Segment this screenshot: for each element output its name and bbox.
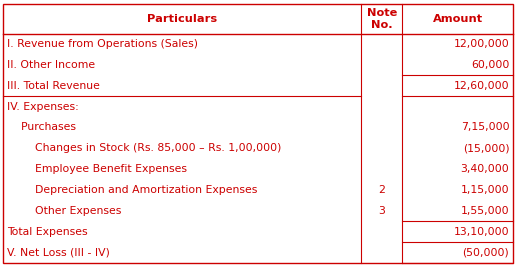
Text: 7,15,000: 7,15,000 — [461, 122, 509, 132]
Text: Ncert
Books: Ncert Books — [84, 75, 205, 179]
Text: Other Expenses: Other Expenses — [7, 206, 121, 216]
Text: 2: 2 — [378, 185, 385, 195]
Text: 13,10,000: 13,10,000 — [454, 227, 509, 237]
Text: Purchases: Purchases — [7, 122, 76, 132]
Text: 1,55,000: 1,55,000 — [461, 206, 509, 216]
Text: 3,40,000: 3,40,000 — [461, 164, 509, 174]
Text: Particulars: Particulars — [147, 14, 217, 24]
Text: III. Total Revenue: III. Total Revenue — [7, 81, 100, 91]
Text: 1,15,000: 1,15,000 — [461, 185, 509, 195]
Text: I. Revenue from Operations (Sales): I. Revenue from Operations (Sales) — [7, 39, 198, 49]
Text: Employee Benefit Expenses: Employee Benefit Expenses — [7, 164, 187, 174]
Text: Note
No.: Note No. — [367, 8, 397, 30]
Text: (50,000): (50,000) — [462, 248, 509, 258]
Text: 12,00,000: 12,00,000 — [454, 39, 509, 49]
Text: V. Net Loss (III - IV): V. Net Loss (III - IV) — [7, 248, 109, 258]
Text: IV. Expenses:: IV. Expenses: — [7, 102, 78, 112]
Text: Total Expenses: Total Expenses — [7, 227, 87, 237]
Text: II. Other Income: II. Other Income — [7, 60, 95, 70]
Text: 12,60,000: 12,60,000 — [454, 81, 509, 91]
Text: (15,000): (15,000) — [463, 143, 509, 153]
Text: Depreciation and Amortization Expenses: Depreciation and Amortization Expenses — [7, 185, 257, 195]
Text: 60,000: 60,000 — [471, 60, 509, 70]
Text: Changes in Stock (Rs. 85,000 – Rs. 1,00,000): Changes in Stock (Rs. 85,000 – Rs. 1,00,… — [7, 143, 281, 153]
Text: Amount: Amount — [433, 14, 483, 24]
Text: 3: 3 — [378, 206, 385, 216]
